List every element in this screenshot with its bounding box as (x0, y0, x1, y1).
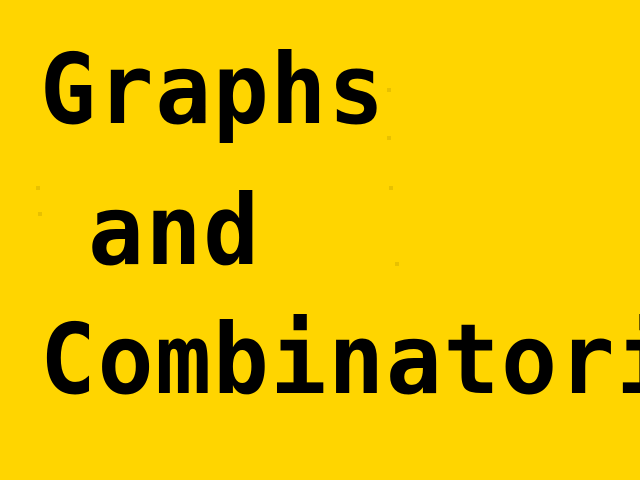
artifact-speck (387, 88, 391, 92)
artifact-speck (387, 136, 391, 140)
title-line-graphs: Graphs (40, 33, 386, 147)
title-line-combinatorics: Combinatorics (40, 303, 640, 417)
artifact-speck (389, 186, 393, 190)
artifact-speck (36, 186, 40, 190)
artifact-speck (38, 212, 42, 216)
artifact-speck (395, 262, 399, 266)
title-line-and: and (88, 174, 261, 288)
